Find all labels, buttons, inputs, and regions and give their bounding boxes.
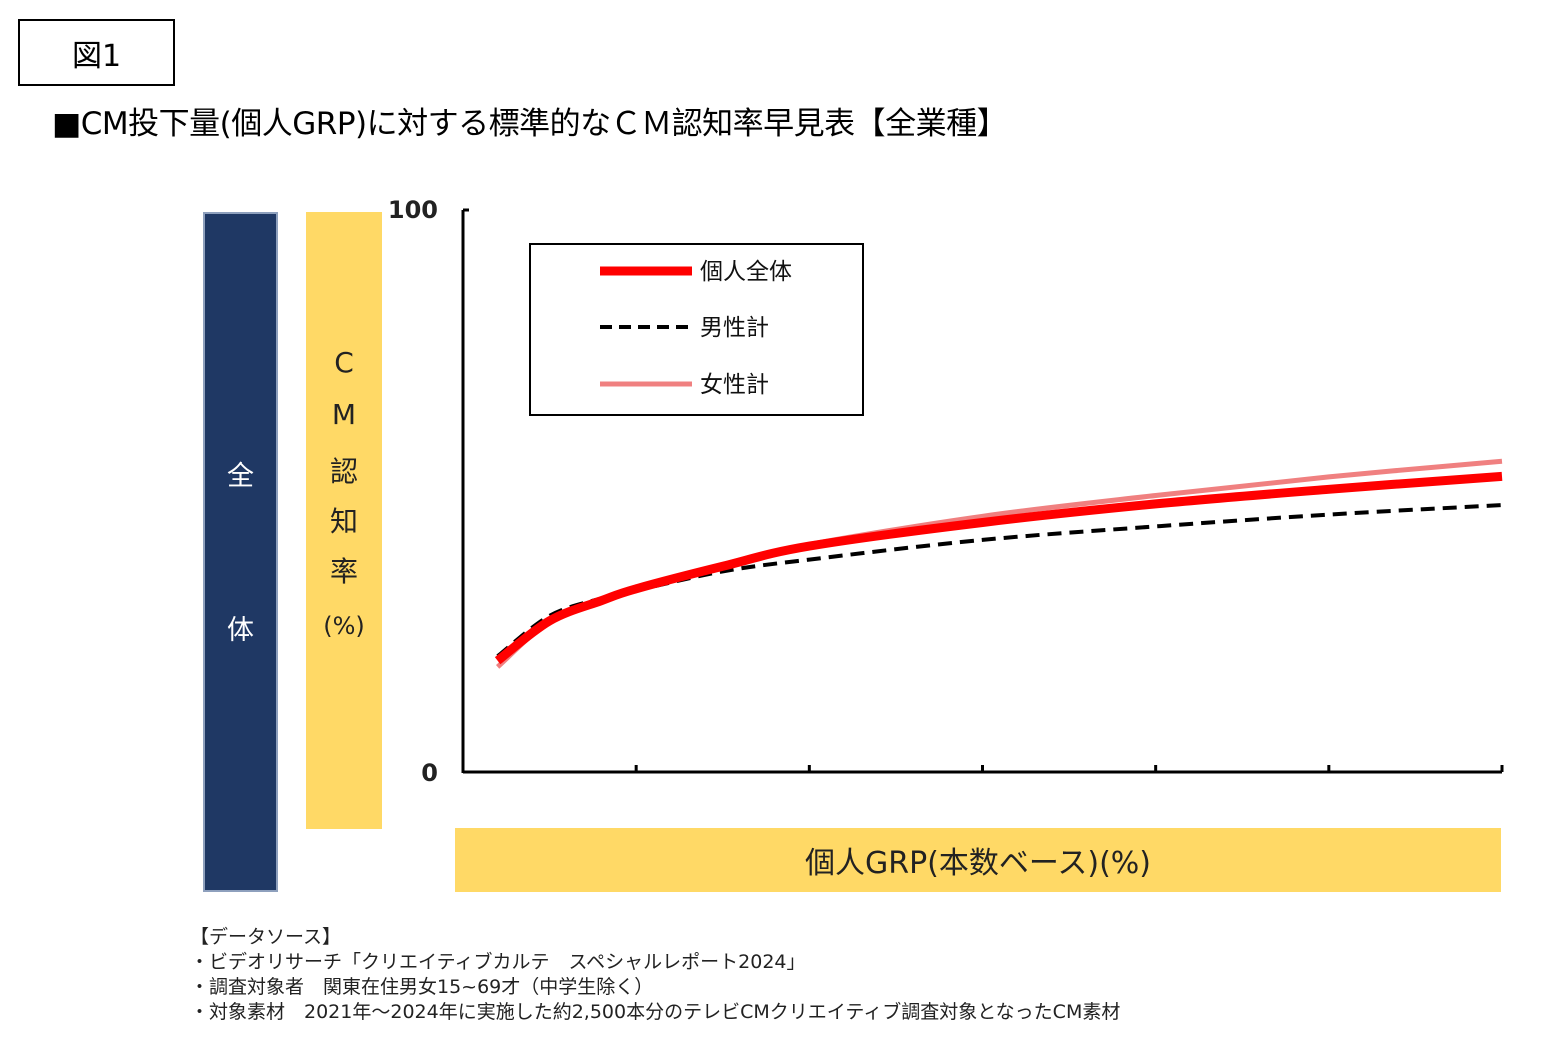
legend-label: 男性計 (700, 315, 769, 341)
source-line: ・調査対象者 関東在住男女15~69才（中学生除く） (190, 976, 654, 998)
y-axis-title-char: 認 (329, 455, 358, 488)
series-line-male (496, 503, 1503, 658)
chart-title: ■CM投下量(個人GRP)に対する標準的なＣＭ認知率早見表【全業種】 (52, 106, 1008, 142)
legend-label: 個人全体 (700, 259, 792, 285)
y-axis-title-char: 知 (329, 505, 358, 538)
source-line: ・対象素材 2021年～2024年に実施した約2,500本分のテレビCMクリエイ… (190, 1001, 1121, 1023)
x-axis-title: 個人GRP(本数ベース)(%) (804, 846, 1151, 881)
axes-layer: 100 0 (388, 196, 1504, 787)
x-axis-title-panel: 個人GRP(本数ベース)(%) (455, 828, 1501, 892)
source-line: ・ビデオリサーチ「クリエイティブカルテ スペシャルレポート2024」 (190, 951, 806, 973)
legend-box (529, 243, 864, 416)
y-tick-label: 0 (421, 759, 438, 787)
segment-label-panel: 全 体 (203, 212, 278, 892)
segment-label-bottom: 体 (227, 615, 254, 646)
y-tick-label: 100 (388, 196, 438, 224)
series-line-total (494, 471, 1503, 665)
legend-label: 女性計 (700, 372, 769, 398)
y-axis-title-char: 率 (329, 555, 358, 588)
y-axis-title-panel: C M 認 知 率 (%) (306, 212, 382, 829)
series-layer (494, 458, 1503, 669)
y-axis-title-char: C (334, 346, 354, 379)
figure-label: 図1 (18, 19, 175, 86)
y-axis-title-unit: (%) (323, 612, 365, 640)
segment-label-top: 全 (227, 461, 254, 492)
sources-heading: 【データソース】 (190, 926, 342, 948)
data-sources: 【データソース】 ・ビデオリサーチ「クリエイティブカルテ スペシャルレポート20… (190, 925, 1120, 1025)
y-axis-title-char: M (331, 398, 357, 431)
